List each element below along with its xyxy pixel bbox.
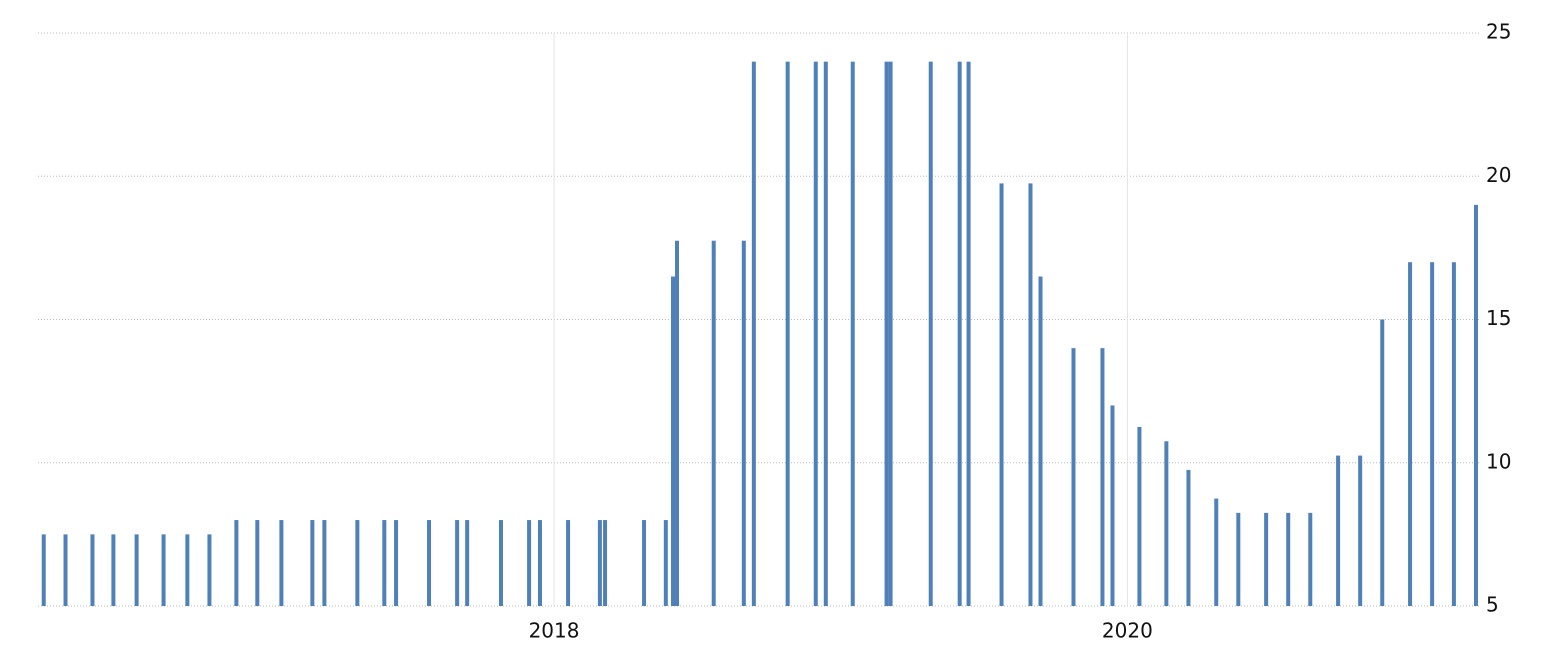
bar [1408, 262, 1413, 606]
bar [1264, 512, 1269, 606]
bar [1380, 319, 1385, 606]
bar [382, 520, 387, 606]
bar [41, 534, 46, 606]
bar [884, 61, 889, 606]
bar [888, 61, 893, 606]
bar [90, 534, 95, 606]
bar [850, 61, 855, 606]
bar [1137, 426, 1142, 606]
bar [957, 61, 962, 606]
bar [255, 520, 260, 606]
bar [603, 520, 608, 606]
bar [394, 520, 399, 606]
bar [1451, 262, 1456, 606]
bar [1028, 183, 1033, 606]
bar [355, 520, 360, 606]
bar [663, 520, 668, 606]
bar [751, 61, 756, 606]
bar [999, 183, 1004, 606]
bar [234, 520, 239, 606]
bar [134, 534, 139, 606]
bar [527, 520, 532, 606]
bar [63, 534, 68, 606]
bar [207, 534, 212, 606]
bar [322, 520, 327, 606]
bar [711, 240, 716, 606]
bar [465, 520, 470, 606]
bar [1164, 441, 1169, 606]
bar [966, 61, 971, 606]
bar [1038, 276, 1043, 606]
y-tick-label: 5 [1486, 593, 1499, 617]
bar [1473, 204, 1478, 606]
bar [741, 240, 746, 606]
y-tick-label: 20 [1486, 163, 1511, 187]
bar [1214, 498, 1219, 606]
bar [310, 520, 315, 606]
bar [670, 276, 675, 606]
bar [1358, 455, 1363, 606]
bar [279, 520, 284, 606]
bar [1100, 348, 1105, 606]
bar [823, 61, 828, 606]
bar [111, 534, 116, 606]
bar [1071, 348, 1076, 606]
bar [642, 520, 647, 606]
bar [1336, 455, 1341, 606]
bar [1308, 512, 1313, 606]
bar [161, 534, 166, 606]
bar [455, 520, 460, 606]
x-tick-label: 2018 [529, 619, 580, 643]
bar [813, 61, 818, 606]
bar [427, 520, 432, 606]
bar [1110, 405, 1115, 606]
bar [1286, 512, 1291, 606]
bar [1236, 512, 1241, 606]
bar [1430, 262, 1435, 606]
bar [498, 520, 503, 606]
x-tick-label: 2020 [1102, 619, 1153, 643]
bar [785, 61, 790, 606]
bar [185, 534, 190, 606]
bar [597, 520, 602, 606]
bar [1186, 469, 1191, 606]
bar [566, 520, 571, 606]
bar [537, 520, 542, 606]
y-tick-label: 10 [1486, 449, 1511, 473]
y-tick-label: 25 [1486, 20, 1511, 44]
bar [928, 61, 933, 606]
y-tick-label: 15 [1486, 306, 1511, 330]
bar [675, 240, 680, 606]
